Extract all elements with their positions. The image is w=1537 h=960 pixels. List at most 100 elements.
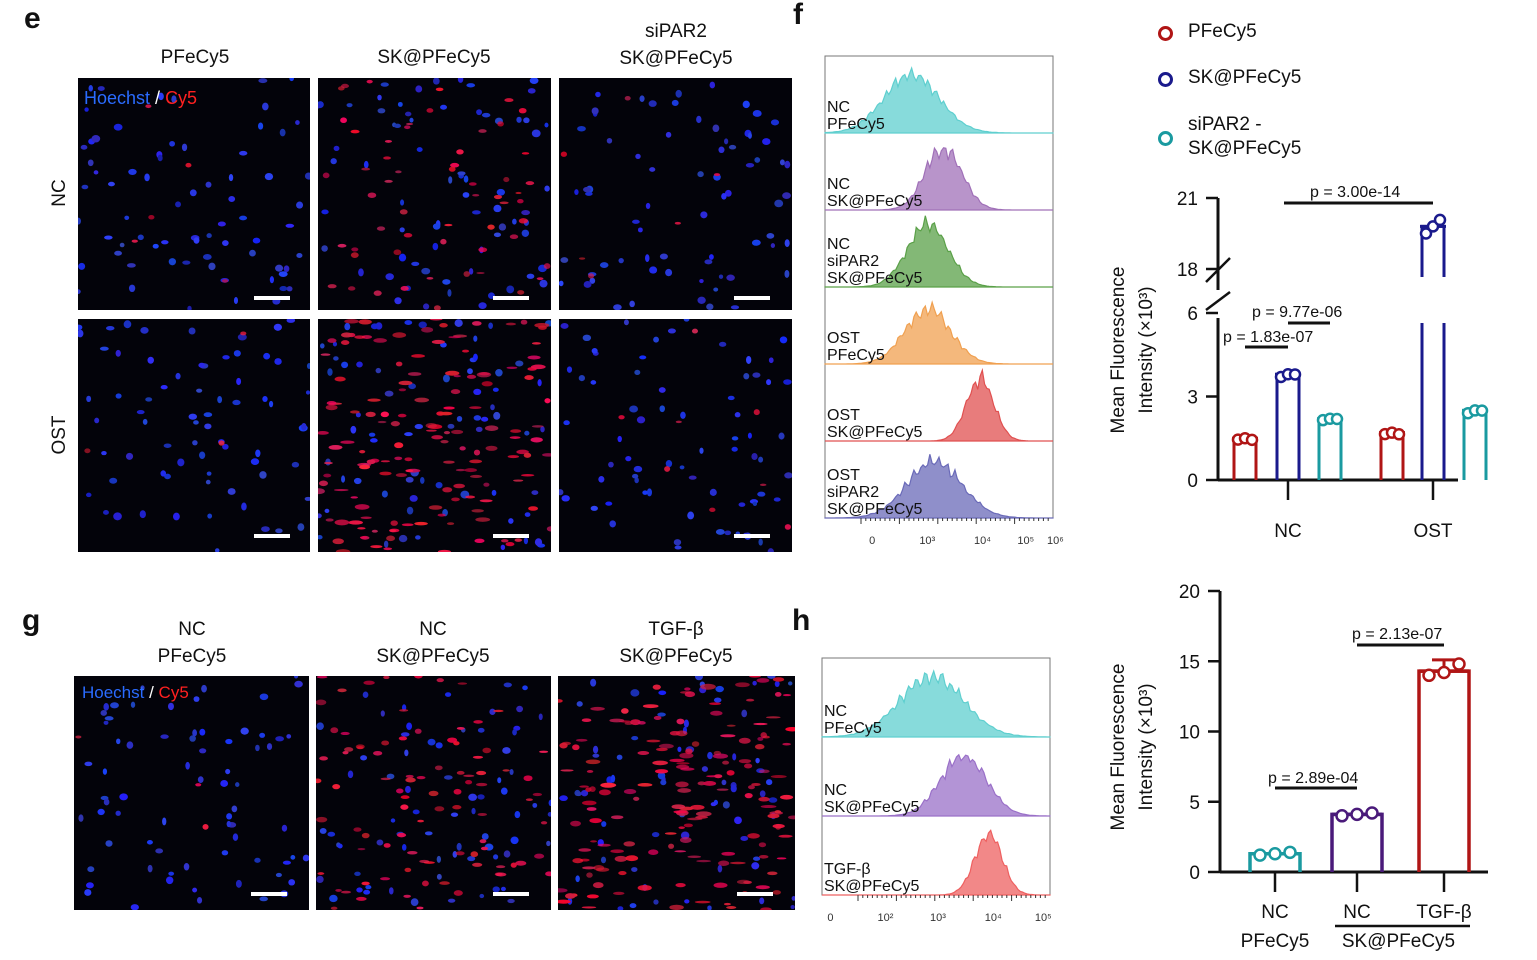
cy5-signal: [348, 520, 363, 525]
nucleus: [318, 513, 322, 519]
nucleus: [731, 436, 739, 441]
nucleus: [476, 109, 483, 116]
nucleus: [561, 495, 570, 502]
cy5-signal: [340, 332, 353, 338]
cy5-signal: [148, 214, 155, 220]
micrograph-canvas: [316, 676, 551, 910]
nucleus: [481, 416, 489, 422]
nucleus: [657, 771, 666, 780]
nucleus: [538, 713, 543, 721]
nucleus: [199, 748, 207, 754]
nucleus: [631, 735, 639, 741]
cy5-signal: [691, 741, 700, 747]
nucleus: [231, 805, 238, 813]
legend-marker: [1158, 131, 1173, 146]
nucleus: [742, 100, 750, 109]
nucleus: [454, 319, 463, 327]
cy5-signal: [145, 104, 152, 109]
cy5-signal: [472, 755, 484, 759]
cy5-signal: [384, 179, 393, 183]
cy5-signal: [440, 238, 447, 245]
nucleus: [128, 284, 136, 293]
e-row-label: NC: [49, 179, 70, 207]
cy5-signal: [668, 843, 675, 849]
nucleus: [188, 327, 196, 335]
nucleus: [222, 443, 229, 450]
nucleus: [145, 397, 153, 402]
nucleus: [560, 257, 569, 263]
nucleus: [206, 233, 212, 239]
cy5-signal: [518, 108, 527, 114]
nucleus: [583, 281, 592, 288]
nucleus: [235, 879, 242, 888]
nucleus: [472, 210, 481, 215]
nucleus: [732, 753, 737, 761]
cy5-signal: [335, 549, 351, 552]
cy5-signal: [523, 452, 532, 458]
nucleus: [498, 223, 507, 231]
cy5-signal: [518, 218, 529, 224]
cy5-signal: [476, 770, 487, 776]
nucleus: [631, 473, 639, 479]
bar: [1417, 669, 1471, 872]
nucleus: [126, 263, 136, 268]
cy5-signal: [653, 715, 662, 721]
micrograph: [318, 78, 551, 310]
cy5-signal: [371, 529, 378, 533]
nucleus: [78, 814, 84, 822]
cy5-signal: [453, 483, 466, 489]
cy5-signal: [367, 398, 381, 402]
nucleus: [163, 443, 172, 448]
nucleus: [128, 168, 137, 176]
nucleus: [516, 705, 524, 713]
nucleus: [416, 147, 423, 152]
nucleus: [523, 117, 530, 124]
cy5-signal: [405, 777, 416, 783]
nucleus: [502, 747, 511, 754]
cy5-signal: [472, 193, 480, 197]
nucleus: [683, 319, 690, 322]
nucleus: [478, 302, 487, 309]
nucleus: [363, 160, 369, 169]
cy5-signal: [462, 349, 470, 353]
cy5-signal: [482, 747, 492, 754]
cy5-signal: [676, 718, 685, 725]
x-tick-label: TGF-β: [1416, 902, 1471, 923]
cy5-signal: [395, 361, 403, 367]
nucleus: [321, 245, 328, 252]
cy5-signal: [383, 547, 393, 551]
nucleus: [500, 886, 506, 892]
nucleus: [507, 898, 515, 904]
nucleus: [456, 415, 463, 422]
nucleus: [471, 807, 476, 815]
nucleus: [99, 346, 109, 351]
cy5-signal: [396, 788, 404, 794]
cy5-signal: [664, 466, 671, 472]
legend-marker: [1158, 26, 1173, 41]
nucleus: [743, 372, 750, 380]
flow-tick-label: 10³: [919, 535, 935, 547]
nucleus: [297, 523, 305, 531]
cy5-signal: [738, 737, 751, 744]
y-tick-label: 0: [1187, 471, 1198, 492]
cy5-signal: [319, 756, 328, 761]
nucleus: [279, 286, 288, 292]
y-tick-label: 18: [1177, 260, 1198, 281]
cy5-signal: [405, 774, 414, 778]
legend-item: SK@PFeCy5: [1188, 67, 1302, 88]
nucleus: [341, 361, 349, 369]
cy5-signal: [434, 765, 443, 771]
nucleus: [217, 395, 223, 404]
cy5-signal: [443, 406, 455, 410]
cy5-signal: [380, 777, 391, 781]
nucleus: [759, 790, 766, 798]
nucleus: [444, 692, 452, 697]
nucleus: [605, 501, 613, 506]
cy5-signal: [439, 323, 448, 328]
cy5-signal: [437, 549, 451, 552]
cy5-signal: [407, 850, 418, 855]
nucleus: [289, 78, 294, 82]
y-axis-label: Intensity (×10³): [1136, 286, 1157, 413]
nucleus: [192, 440, 198, 446]
nucleus: [738, 502, 746, 507]
